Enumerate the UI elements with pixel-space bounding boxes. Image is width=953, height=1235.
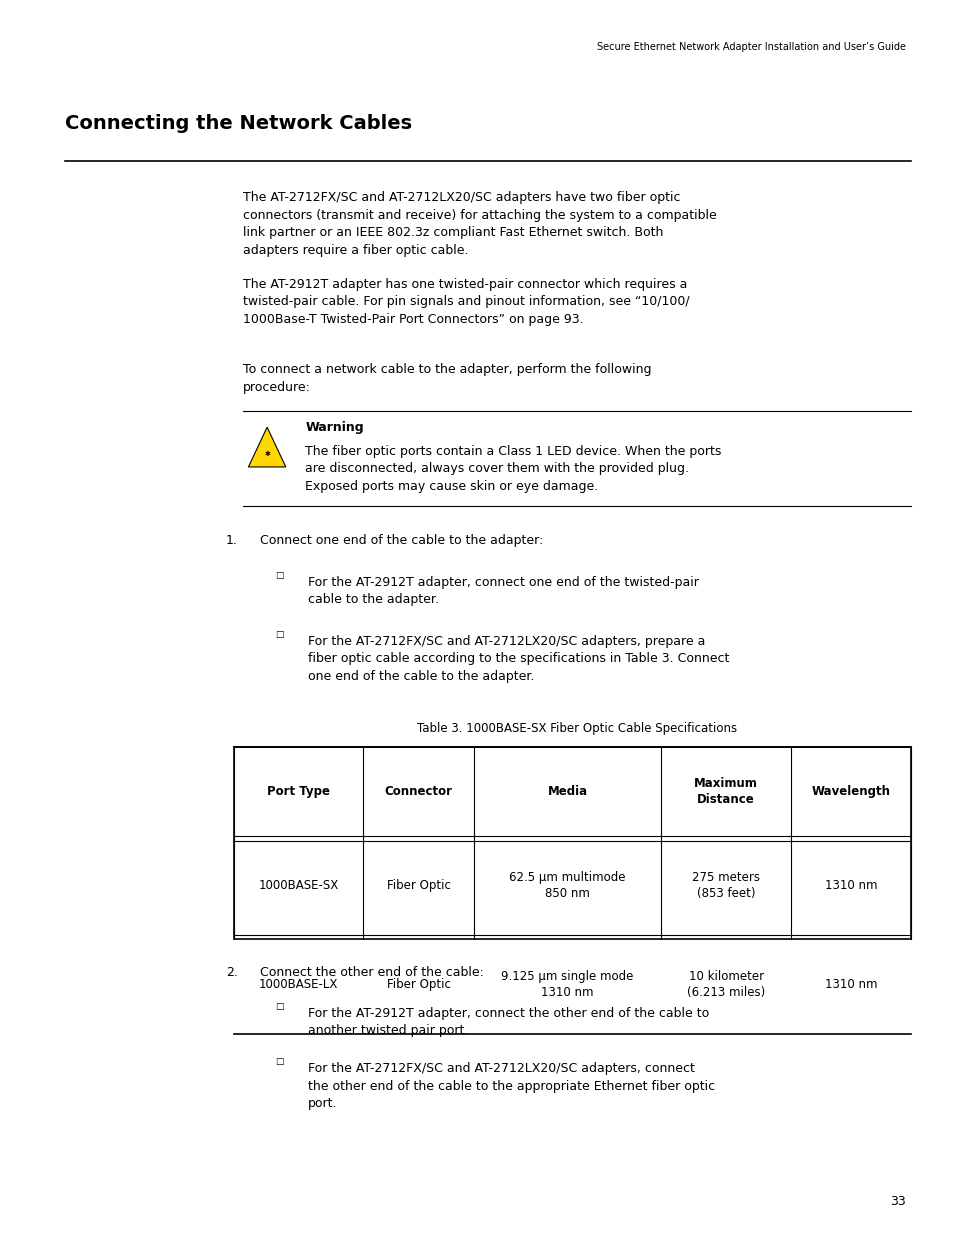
Text: 1310 nm: 1310 nm [824, 879, 877, 892]
Text: For the AT-2712FX/SC and AT-2712LX20/SC adapters, connect
the other end of the c: For the AT-2712FX/SC and AT-2712LX20/SC … [308, 1062, 715, 1110]
Text: The AT-2712FX/SC and AT-2712LX20/SC adapters have two fiber optic
connectors (tr: The AT-2712FX/SC and AT-2712LX20/SC adap… [243, 191, 717, 257]
Text: Warning: Warning [305, 421, 363, 435]
FancyBboxPatch shape [233, 747, 910, 939]
Text: 1000BASE-LX: 1000BASE-LX [258, 978, 338, 990]
Text: Connecting the Network Cables: Connecting the Network Cables [65, 114, 412, 132]
Text: Fiber Optic: Fiber Optic [386, 879, 450, 892]
Text: 10 kilometer
(6.213 miles): 10 kilometer (6.213 miles) [686, 969, 764, 999]
Text: □: □ [274, 1002, 283, 1010]
Text: Media: Media [547, 785, 587, 798]
Text: Wavelength: Wavelength [811, 785, 889, 798]
Text: 9.125 μm single mode
1310 nm: 9.125 μm single mode 1310 nm [501, 969, 633, 999]
Text: The fiber optic ports contain a Class 1 LED device. When the ports
are disconnec: The fiber optic ports contain a Class 1 … [305, 445, 720, 493]
Text: Port Type: Port Type [267, 785, 330, 798]
Text: □: □ [274, 630, 283, 638]
Text: Secure Ethernet Network Adapter Installation and User’s Guide: Secure Ethernet Network Adapter Installa… [597, 42, 905, 52]
Text: □: □ [274, 571, 283, 579]
Text: ✱: ✱ [264, 451, 270, 457]
Text: 33: 33 [889, 1194, 905, 1208]
Text: Table 3. 1000BASE-SX Fiber Optic Cable Specifications: Table 3. 1000BASE-SX Fiber Optic Cable S… [416, 722, 737, 736]
Text: For the AT-2712FX/SC and AT-2712LX20/SC adapters, prepare a
fiber optic cable ac: For the AT-2712FX/SC and AT-2712LX20/SC … [308, 635, 729, 683]
Polygon shape [248, 427, 286, 467]
Text: 275 meters
(853 feet): 275 meters (853 feet) [691, 871, 760, 900]
Text: To connect a network cable to the adapter, perform the following
procedure:: To connect a network cable to the adapte… [243, 363, 651, 394]
Text: For the AT-2912T adapter, connect one end of the twisted-pair
cable to the adapt: For the AT-2912T adapter, connect one en… [308, 576, 699, 606]
Text: 2.: 2. [226, 966, 237, 979]
Text: 1000BASE-SX: 1000BASE-SX [258, 879, 338, 892]
Text: Fiber Optic: Fiber Optic [386, 978, 450, 990]
Text: 62.5 μm multimode
850 nm: 62.5 μm multimode 850 nm [509, 871, 625, 900]
Text: □: □ [274, 1057, 283, 1066]
Text: 1.: 1. [226, 534, 237, 547]
Text: Connect the other end of the cable:: Connect the other end of the cable: [260, 966, 484, 979]
Text: Maximum
Distance: Maximum Distance [694, 777, 758, 806]
Text: Connector: Connector [384, 785, 453, 798]
Text: 1310 nm: 1310 nm [824, 978, 877, 990]
Text: Connect one end of the cable to the adapter:: Connect one end of the cable to the adap… [260, 534, 543, 547]
Text: The AT-2912T adapter has one twisted-pair connector which requires a
twisted-pai: The AT-2912T adapter has one twisted-pai… [243, 278, 689, 326]
Text: For the AT-2912T adapter, connect the other end of the cable to
another twisted : For the AT-2912T adapter, connect the ot… [308, 1007, 709, 1037]
